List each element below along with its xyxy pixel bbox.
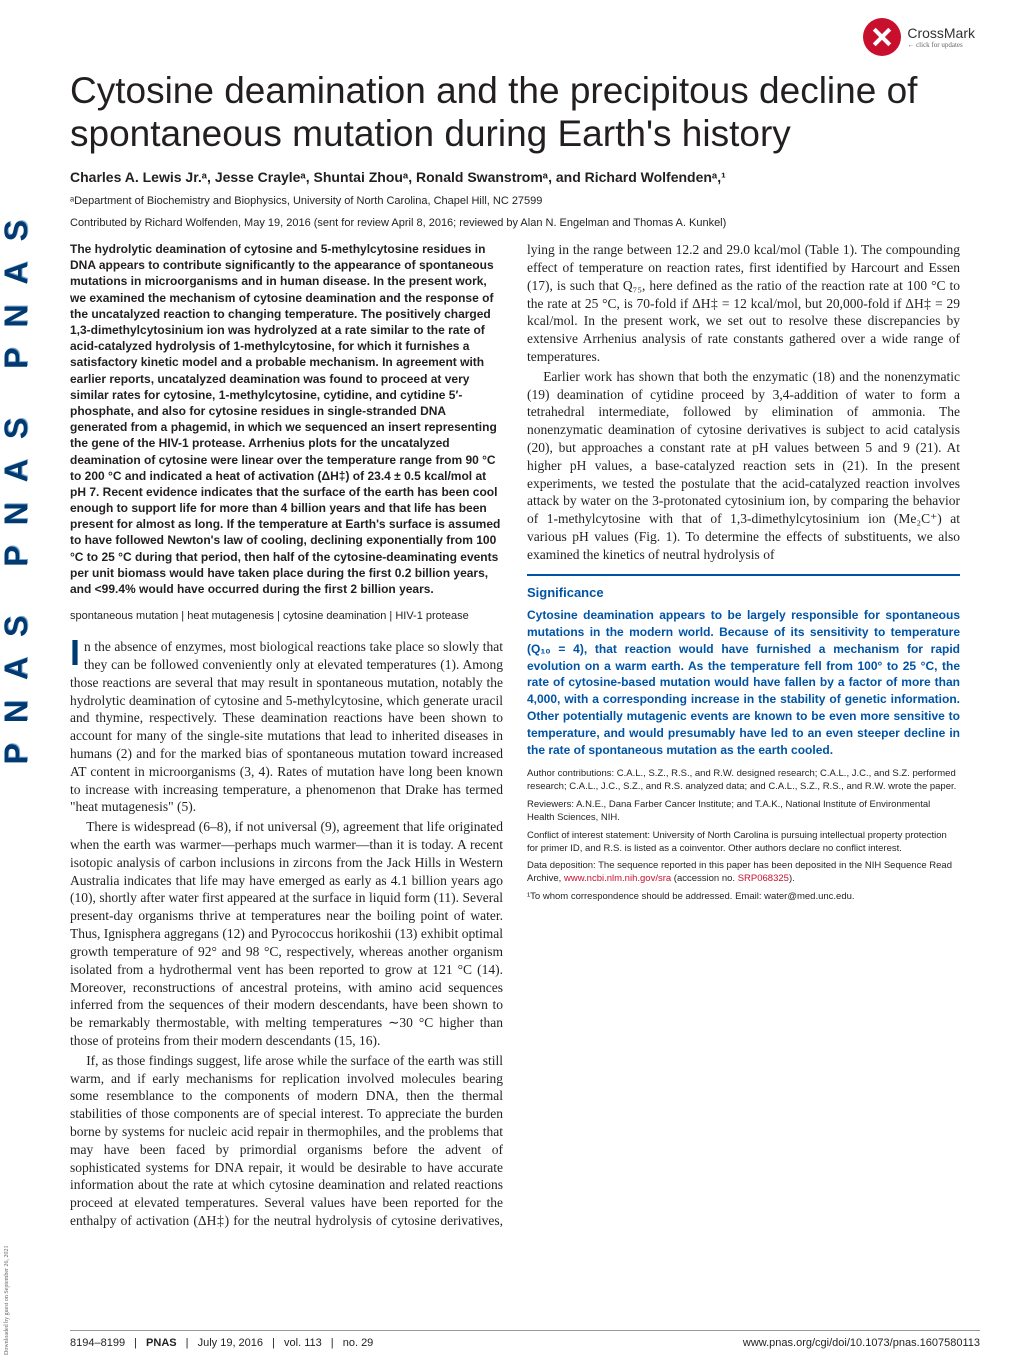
body-paragraph-4: Earlier work has shown that both the enz…: [527, 368, 960, 564]
crossmark-badge[interactable]: CrossMark ← click for updates: [863, 18, 975, 56]
accession-link[interactable]: SRP068325: [738, 873, 789, 884]
significance-box: Significance Cytosine deamination appear…: [527, 574, 960, 759]
pnas-spine-text: PNAS PNAS PNAS: [0, 200, 35, 765]
significance-heading: Significance: [527, 584, 960, 602]
fn-contributions: Author contributions: C.A.L., S.Z., R.S.…: [527, 768, 960, 794]
abstract: The hydrolytic deamination of cytosine a…: [70, 241, 503, 597]
footer-volume: vol. 113: [284, 1337, 322, 1349]
footnotes-block: Author contributions: C.A.L., S.Z., R.S.…: [527, 768, 960, 903]
significance-text: Cytosine deamination appears to be large…: [527, 607, 960, 758]
author-list: Charles A. Lewis Jr.ᵃ, Jesse Crayleᵃ, Sh…: [70, 169, 960, 185]
download-watermark: Downloaded by guest on September 26, 202…: [4, 1246, 10, 1355]
footer-issue: no. 29: [343, 1337, 374, 1349]
crossmark-icon: [863, 18, 901, 56]
pnas-spine-logo: PNAS PNAS PNAS: [0, 0, 32, 1365]
page-content: Cytosine deamination and the precipitous…: [50, 0, 1000, 1261]
sra-link[interactable]: www.ncbi.nlm.nih.gov/sra: [564, 873, 671, 884]
footer-pages: 8194–8199: [70, 1337, 125, 1349]
contributed-line: Contributed by Richard Wolfenden, May 19…: [70, 217, 960, 229]
fn-corresponding: ¹To whom correspondence should be addres…: [527, 891, 960, 904]
crossmark-label: CrossMark: [907, 25, 975, 41]
page-footer: 8194–8199 | PNAS | July 19, 2016 | vol. …: [70, 1330, 980, 1349]
two-column-body: The hydrolytic deamination of cytosine a…: [70, 241, 960, 1241]
footer-left: 8194–8199 | PNAS | July 19, 2016 | vol. …: [70, 1337, 373, 1349]
footer-date: July 19, 2016: [198, 1337, 263, 1349]
fn-reviewers: Reviewers: A.N.E., Dana Farber Cancer In…: [527, 799, 960, 825]
keywords: spontaneous mutation | heat mutagenesis …: [70, 609, 503, 624]
affiliation: ᵃDepartment of Biochemistry and Biophysi…: [70, 195, 960, 207]
crossmark-sublabel: ← click for updates: [907, 41, 975, 49]
fn-deposition-post: ).: [789, 873, 795, 884]
fn-deposition-mid: (accession no.: [671, 873, 738, 884]
body-paragraph-1: In the absence of enzymes, most biologic…: [70, 638, 503, 816]
footer-doi: www.pnas.org/cgi/doi/10.1073/pnas.160758…: [743, 1337, 980, 1349]
footer-journal: PNAS: [146, 1337, 177, 1349]
p1-text: n the absence of enzymes, most biologica…: [70, 639, 503, 814]
article-title: Cytosine deamination and the precipitous…: [70, 70, 960, 155]
crossmark-label-wrap: CrossMark ← click for updates: [907, 25, 975, 49]
fn-coi: Conflict of interest statement: Universi…: [527, 830, 960, 856]
fn-deposition: Data deposition: The sequence reported i…: [527, 860, 960, 886]
body-paragraph-2: There is widespread (6–8), if not univer…: [70, 818, 503, 1050]
dropcap-letter: I: [70, 638, 84, 669]
